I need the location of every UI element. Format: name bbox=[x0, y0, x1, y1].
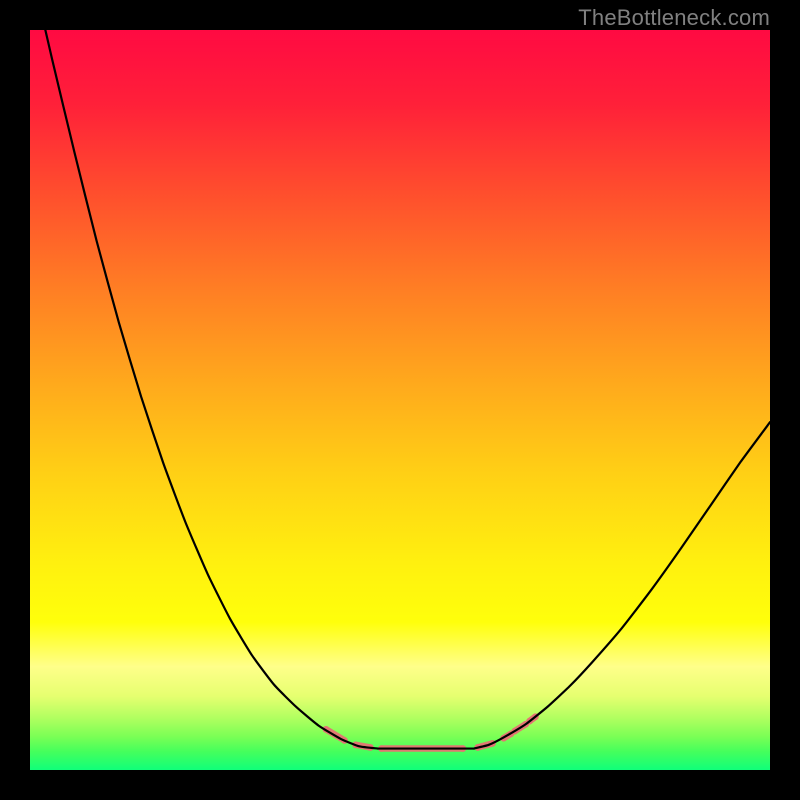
plot-svg bbox=[30, 30, 770, 770]
heat-gradient-background bbox=[30, 30, 770, 770]
chart-stage: TheBottleneck.com bbox=[0, 0, 800, 800]
gradient-plot-area bbox=[30, 30, 770, 770]
watermark-text: TheBottleneck.com bbox=[578, 5, 770, 31]
